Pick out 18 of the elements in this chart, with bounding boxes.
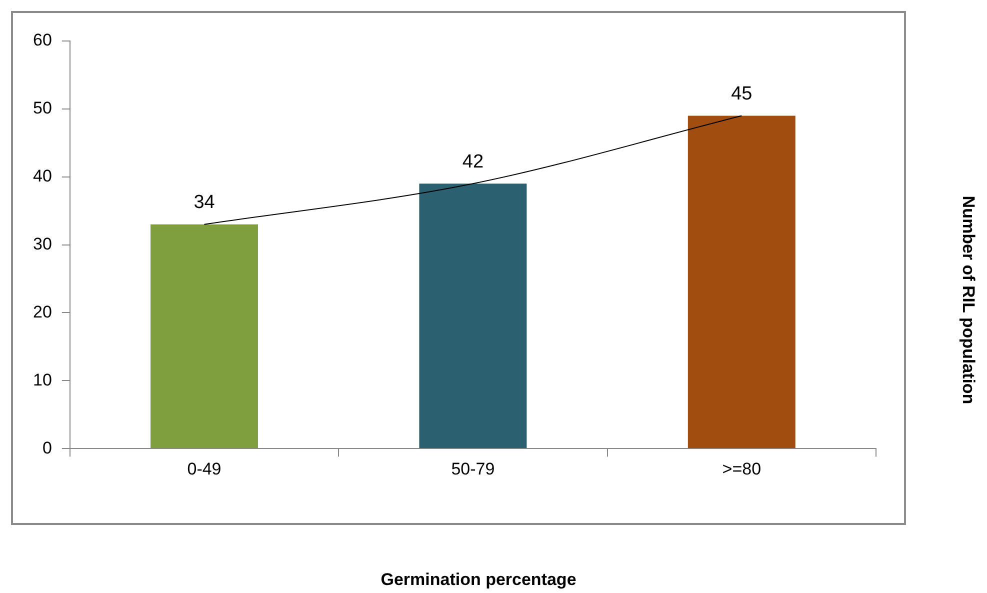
x-tick-label: >=80 [722,459,762,478]
y-axis-title: Number of RIL population [958,196,978,404]
y-tick-label: 10 [32,370,52,390]
text: Germination percentage [380,570,578,590]
bar [419,184,527,448]
y-tick-label: 30 [32,234,52,254]
x-tick-label: 50-79 [451,459,495,478]
y-tick-label: 20 [32,302,52,322]
annotation: 42 [462,151,484,172]
bar [150,224,258,448]
y-tick-label: 50 [32,98,52,118]
y-tick-label: 40 [32,166,52,186]
y-tick-label: 0 [42,438,52,458]
x-tick-label: 0-49 [187,459,222,478]
bar [688,116,796,448]
annotation: 45 [731,83,752,104]
annotation: 34 [194,192,216,214]
y-tick-label: 60 [32,30,52,50]
